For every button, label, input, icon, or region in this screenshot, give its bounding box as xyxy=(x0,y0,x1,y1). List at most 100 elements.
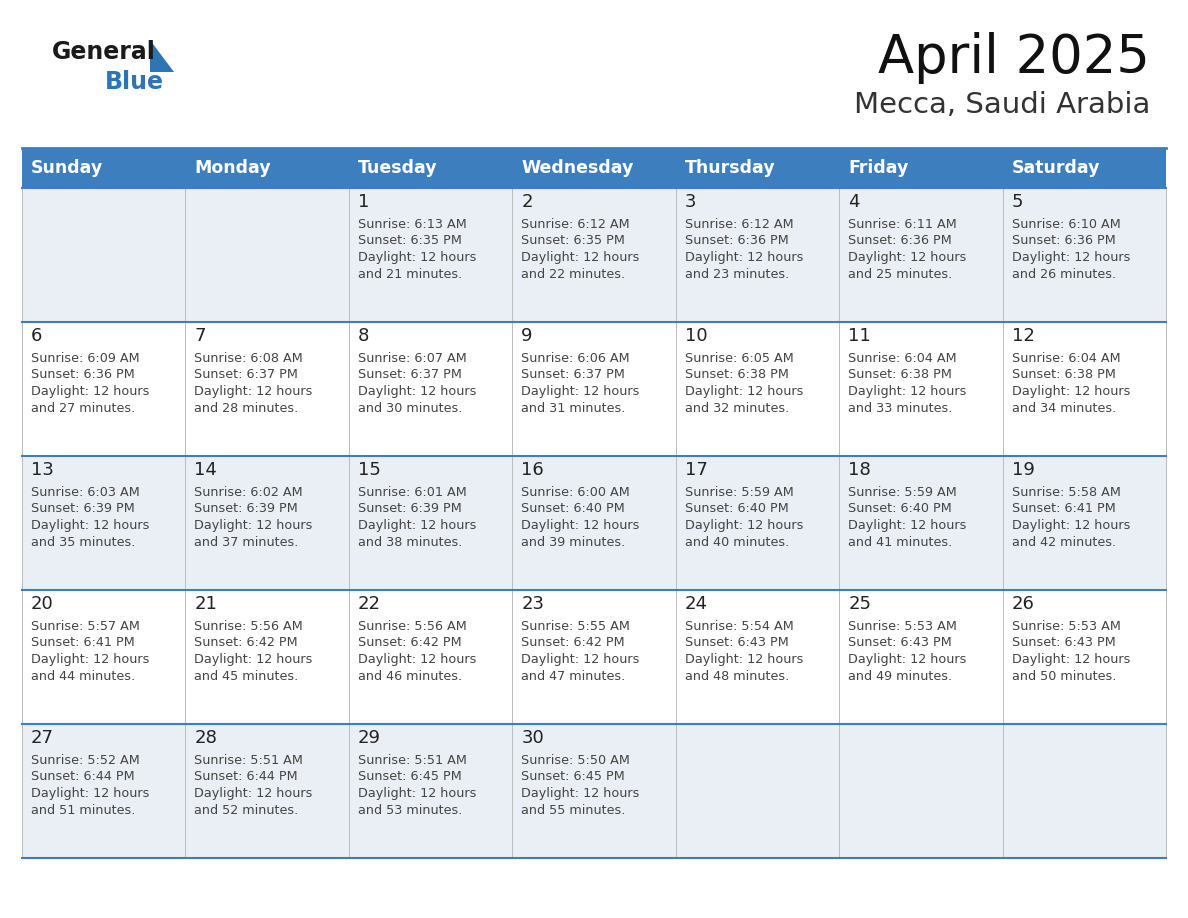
Text: Sunrise: 6:03 AM: Sunrise: 6:03 AM xyxy=(31,486,140,498)
Text: and 23 minutes.: and 23 minutes. xyxy=(684,268,789,282)
Text: Sunrise: 5:53 AM: Sunrise: 5:53 AM xyxy=(848,620,958,633)
Text: Sunset: 6:38 PM: Sunset: 6:38 PM xyxy=(684,368,789,382)
Text: 27: 27 xyxy=(31,729,53,747)
Text: Sunrise: 6:13 AM: Sunrise: 6:13 AM xyxy=(358,218,467,230)
Text: Daylight: 12 hours: Daylight: 12 hours xyxy=(358,252,476,264)
Text: 13: 13 xyxy=(31,461,53,479)
Text: Sunrise: 6:02 AM: Sunrise: 6:02 AM xyxy=(195,486,303,498)
Text: Daylight: 12 hours: Daylight: 12 hours xyxy=(1011,654,1130,666)
Text: Sunset: 6:36 PM: Sunset: 6:36 PM xyxy=(848,234,952,248)
Text: Daylight: 12 hours: Daylight: 12 hours xyxy=(1011,386,1130,398)
Text: and 39 minutes.: and 39 minutes. xyxy=(522,536,626,550)
Text: and 41 minutes.: and 41 minutes. xyxy=(848,536,953,550)
Text: Daylight: 12 hours: Daylight: 12 hours xyxy=(31,386,150,398)
Text: 11: 11 xyxy=(848,327,871,345)
Text: and 32 minutes.: and 32 minutes. xyxy=(684,402,789,416)
Text: 16: 16 xyxy=(522,461,544,479)
Text: Sunrise: 5:56 AM: Sunrise: 5:56 AM xyxy=(358,620,467,633)
Text: and 38 minutes.: and 38 minutes. xyxy=(358,536,462,550)
Text: Sunset: 6:39 PM: Sunset: 6:39 PM xyxy=(358,502,462,516)
Text: Tuesday: Tuesday xyxy=(358,159,437,177)
Text: Sunrise: 5:51 AM: Sunrise: 5:51 AM xyxy=(195,754,303,767)
Text: and 35 minutes.: and 35 minutes. xyxy=(31,536,135,550)
Text: and 47 minutes.: and 47 minutes. xyxy=(522,670,626,684)
Text: Thursday: Thursday xyxy=(684,159,776,177)
Text: Sunset: 6:43 PM: Sunset: 6:43 PM xyxy=(848,636,952,650)
Text: and 27 minutes.: and 27 minutes. xyxy=(31,402,135,416)
Text: Sunset: 6:38 PM: Sunset: 6:38 PM xyxy=(1011,368,1116,382)
Text: Sunset: 6:41 PM: Sunset: 6:41 PM xyxy=(1011,502,1116,516)
Text: Daylight: 12 hours: Daylight: 12 hours xyxy=(522,788,639,800)
Text: Sunrise: 6:12 AM: Sunrise: 6:12 AM xyxy=(522,218,630,230)
Text: and 44 minutes.: and 44 minutes. xyxy=(31,670,135,684)
Text: and 26 minutes.: and 26 minutes. xyxy=(1011,268,1116,282)
Text: Sunset: 6:44 PM: Sunset: 6:44 PM xyxy=(31,770,134,783)
Text: 22: 22 xyxy=(358,595,381,613)
Text: Daylight: 12 hours: Daylight: 12 hours xyxy=(195,386,312,398)
Text: Sunrise: 5:53 AM: Sunrise: 5:53 AM xyxy=(1011,620,1120,633)
Text: Sunday: Sunday xyxy=(31,159,103,177)
Text: 23: 23 xyxy=(522,595,544,613)
Text: and 28 minutes.: and 28 minutes. xyxy=(195,402,298,416)
Text: Daylight: 12 hours: Daylight: 12 hours xyxy=(195,654,312,666)
Text: Sunset: 6:42 PM: Sunset: 6:42 PM xyxy=(358,636,461,650)
Text: Sunrise: 6:07 AM: Sunrise: 6:07 AM xyxy=(358,352,467,364)
Text: Sunrise: 6:12 AM: Sunrise: 6:12 AM xyxy=(684,218,794,230)
Text: 1: 1 xyxy=(358,193,369,211)
Text: and 42 minutes.: and 42 minutes. xyxy=(1011,536,1116,550)
Text: Sunrise: 6:10 AM: Sunrise: 6:10 AM xyxy=(1011,218,1120,230)
Text: 20: 20 xyxy=(31,595,53,613)
Text: Sunrise: 6:05 AM: Sunrise: 6:05 AM xyxy=(684,352,794,364)
Bar xyxy=(676,148,839,188)
Text: Sunset: 6:36 PM: Sunset: 6:36 PM xyxy=(1011,234,1116,248)
Text: 26: 26 xyxy=(1011,595,1035,613)
Text: and 40 minutes.: and 40 minutes. xyxy=(684,536,789,550)
Text: Sunrise: 5:50 AM: Sunrise: 5:50 AM xyxy=(522,754,630,767)
Text: Sunrise: 5:58 AM: Sunrise: 5:58 AM xyxy=(1011,486,1120,498)
Text: and 37 minutes.: and 37 minutes. xyxy=(195,536,299,550)
Text: Daylight: 12 hours: Daylight: 12 hours xyxy=(358,386,476,398)
Bar xyxy=(23,148,185,188)
Text: Sunrise: 5:51 AM: Sunrise: 5:51 AM xyxy=(358,754,467,767)
Text: Sunset: 6:45 PM: Sunset: 6:45 PM xyxy=(522,770,625,783)
Text: Daylight: 12 hours: Daylight: 12 hours xyxy=(684,520,803,532)
Text: Daylight: 12 hours: Daylight: 12 hours xyxy=(358,654,476,666)
Text: Sunset: 6:35 PM: Sunset: 6:35 PM xyxy=(522,234,625,248)
Text: Daylight: 12 hours: Daylight: 12 hours xyxy=(522,654,639,666)
Text: Sunset: 6:43 PM: Sunset: 6:43 PM xyxy=(684,636,789,650)
Text: Sunset: 6:36 PM: Sunset: 6:36 PM xyxy=(31,368,134,382)
Text: 9: 9 xyxy=(522,327,532,345)
Text: and 46 minutes.: and 46 minutes. xyxy=(358,670,462,684)
Text: Daylight: 12 hours: Daylight: 12 hours xyxy=(31,788,150,800)
Text: 25: 25 xyxy=(848,595,871,613)
Text: Sunrise: 5:57 AM: Sunrise: 5:57 AM xyxy=(31,620,140,633)
Text: 21: 21 xyxy=(195,595,217,613)
Text: Sunrise: 5:54 AM: Sunrise: 5:54 AM xyxy=(684,620,794,633)
Text: 7: 7 xyxy=(195,327,206,345)
Text: 19: 19 xyxy=(1011,461,1035,479)
Bar xyxy=(23,456,1165,590)
Text: General: General xyxy=(52,40,156,64)
Text: 3: 3 xyxy=(684,193,696,211)
Text: and 49 minutes.: and 49 minutes. xyxy=(848,670,953,684)
Text: Daylight: 12 hours: Daylight: 12 hours xyxy=(31,520,150,532)
Text: Sunset: 6:35 PM: Sunset: 6:35 PM xyxy=(358,234,462,248)
Text: Sunrise: 6:04 AM: Sunrise: 6:04 AM xyxy=(848,352,956,364)
Text: Daylight: 12 hours: Daylight: 12 hours xyxy=(848,252,967,264)
Bar xyxy=(23,322,1165,456)
Text: Daylight: 12 hours: Daylight: 12 hours xyxy=(848,654,967,666)
Polygon shape xyxy=(150,40,173,72)
Text: Sunset: 6:41 PM: Sunset: 6:41 PM xyxy=(31,636,134,650)
Text: Sunset: 6:37 PM: Sunset: 6:37 PM xyxy=(358,368,462,382)
Text: 24: 24 xyxy=(684,595,708,613)
Text: Sunrise: 5:56 AM: Sunrise: 5:56 AM xyxy=(195,620,303,633)
Text: Sunset: 6:38 PM: Sunset: 6:38 PM xyxy=(848,368,952,382)
Text: and 52 minutes.: and 52 minutes. xyxy=(195,804,298,818)
Text: 30: 30 xyxy=(522,729,544,747)
Text: Sunset: 6:42 PM: Sunset: 6:42 PM xyxy=(195,636,298,650)
Text: and 21 minutes.: and 21 minutes. xyxy=(358,268,462,282)
Text: Sunrise: 5:59 AM: Sunrise: 5:59 AM xyxy=(848,486,956,498)
Text: Saturday: Saturday xyxy=(1011,159,1100,177)
Bar xyxy=(185,148,349,188)
Text: and 53 minutes.: and 53 minutes. xyxy=(358,804,462,818)
